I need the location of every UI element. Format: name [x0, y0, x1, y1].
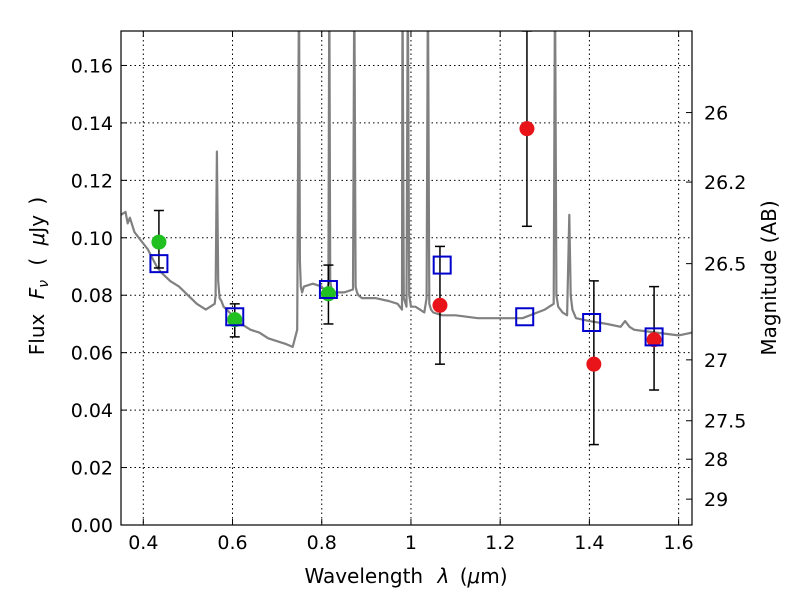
model-photometry-square: [515, 307, 535, 327]
y-tick-label: 0.00: [71, 515, 113, 537]
red-point: [646, 332, 662, 348]
y-tick-label: 0.10: [71, 228, 113, 250]
y-tick-label: 0.04: [71, 400, 113, 422]
y-axis-label-mu: μ: [25, 233, 49, 247]
right-tick-label: 28: [704, 449, 728, 471]
x-axis-label-unit: m): [480, 564, 507, 588]
model-sed: [121, 31, 692, 348]
x-tick-label: 0.4: [128, 532, 158, 554]
y-tick-label: 0.02: [71, 458, 113, 480]
y-axis-label-paren-open: (: [25, 258, 49, 266]
model-photometry-square: [644, 327, 664, 347]
right-tick-label: 29: [704, 489, 728, 511]
model-sed-line: [121, 31, 692, 348]
axes: 0.4 0.6 0.8 1 1.2 1.4 1.6 0.00 0.02 0.04 0.06 0.08 0…: [71, 31, 746, 554]
right-tick-label: 26.5: [704, 254, 746, 276]
x-tick-label: 0.8: [307, 532, 337, 554]
right-tick-label: 26: [704, 103, 728, 125]
y-axis-label-text: Flux: [25, 313, 49, 355]
y-axis-label-subscript: ν: [36, 280, 52, 288]
x-axis-label-symbol: λ: [436, 564, 449, 588]
right-tick-label: 26.2: [704, 172, 746, 194]
x-axis-label: Wavelength λ (μm): [304, 564, 507, 588]
green-point: [151, 234, 167, 250]
y-tick-label: 0.14: [71, 113, 113, 135]
model-photometry-square: [432, 255, 452, 275]
x-axis-label-paren: (: [460, 564, 468, 588]
red-point: [432, 297, 448, 313]
model-photometry-square: [149, 254, 169, 274]
x-tick-label: 0.6: [217, 532, 247, 554]
x-axis-label-text: Wavelength: [304, 564, 423, 588]
data-points: [149, 31, 664, 446]
plot-frame: [120, 30, 693, 526]
x-tick-label: 1.6: [664, 532, 694, 554]
x-tick-label: 1.4: [574, 532, 604, 554]
y-axis-label-paren-close: ): [25, 197, 49, 205]
green-point: [227, 312, 243, 328]
y-tick-label: 0.12: [71, 170, 113, 192]
x-tick-label: 1: [405, 532, 417, 554]
y-axis-label-unit: Jy: [25, 215, 49, 235]
y-tick-label: 0.08: [71, 285, 113, 307]
y-tick-label: 0.06: [71, 343, 113, 365]
red-point: [519, 121, 535, 137]
x-tick-label: 1.2: [485, 532, 515, 554]
model-photometry-square: [318, 279, 338, 299]
right-axis-label: Magnitude (AB): [757, 200, 781, 355]
y-axis-label: Flux Fν ( μJy ): [25, 197, 53, 355]
red-point: [586, 356, 602, 372]
y-axis-label-symbol: F: [25, 287, 49, 299]
right-tick-label: 27.5: [704, 411, 746, 433]
model-photometry-square: [225, 307, 245, 327]
y-tick-label: 0.16: [71, 55, 113, 77]
model-photometry-square: [582, 313, 602, 333]
x-axis-label-mu: μ: [467, 564, 481, 588]
right-tick-label: 27: [704, 350, 728, 372]
green-point: [320, 286, 336, 302]
